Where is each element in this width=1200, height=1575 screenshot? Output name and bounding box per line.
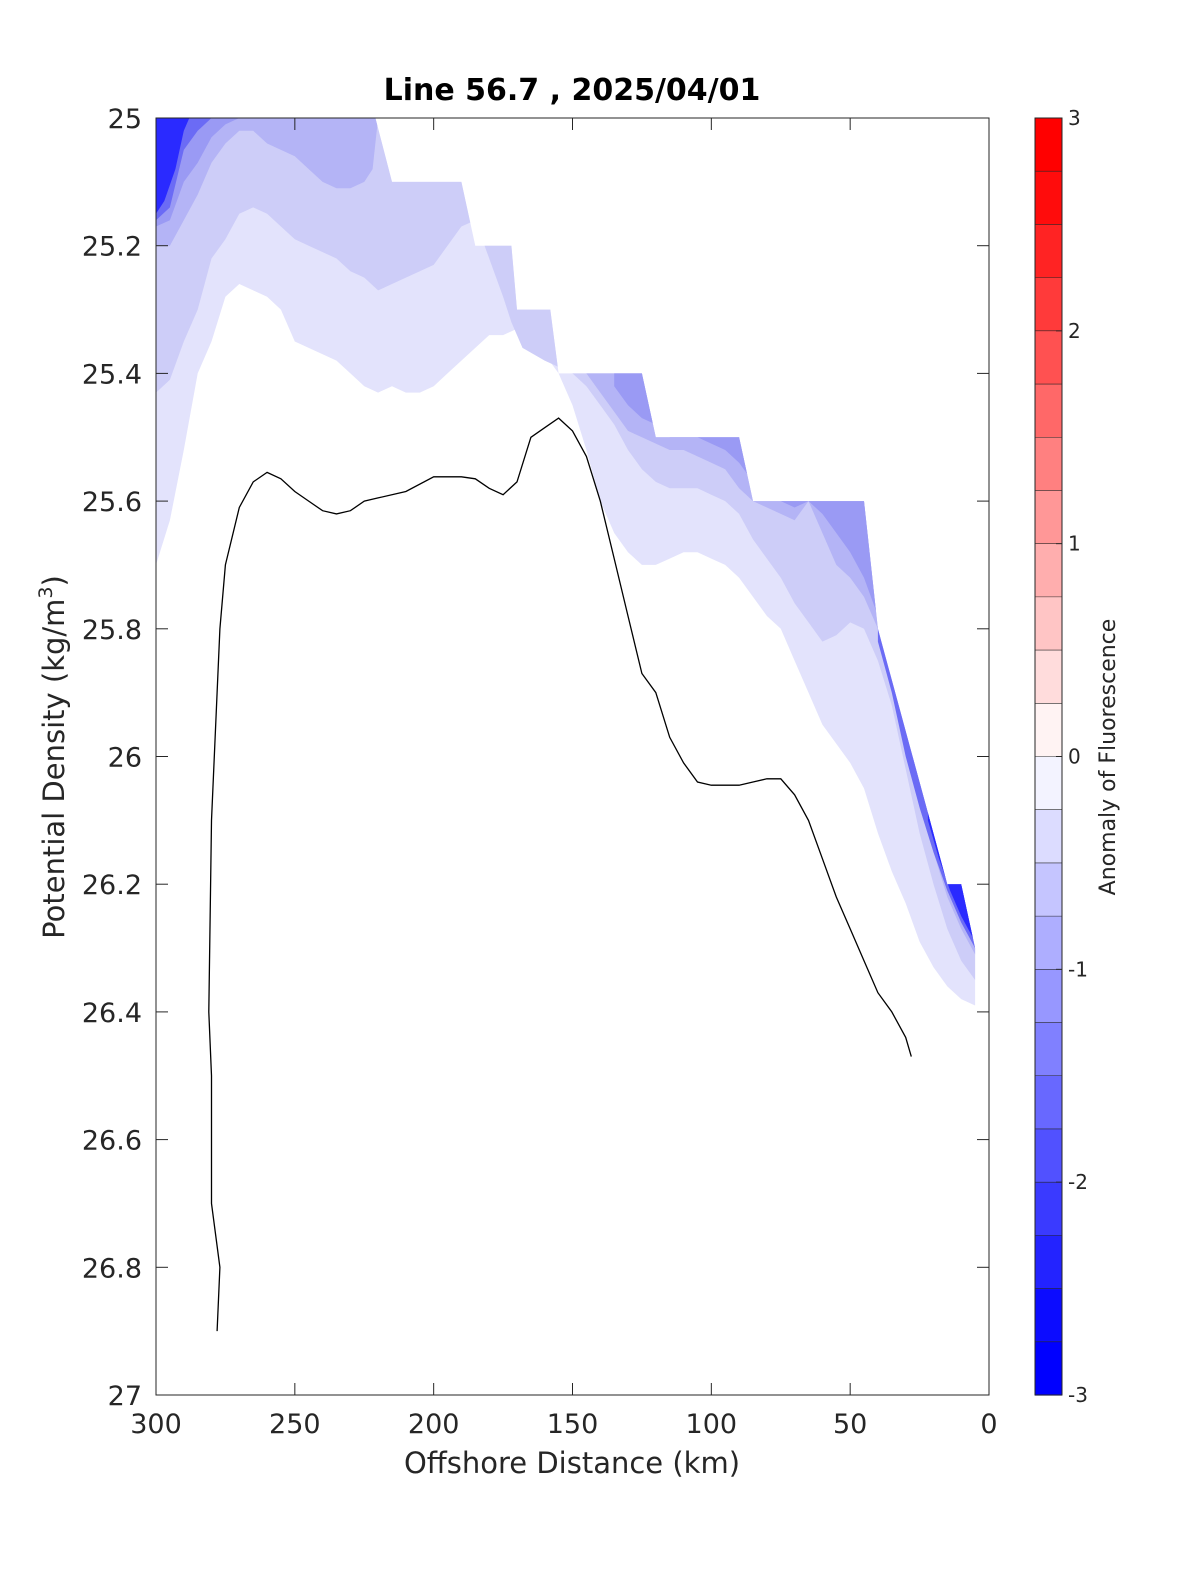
colorbar-segment bbox=[1035, 543, 1062, 598]
y-tick-label: 26.2 bbox=[82, 870, 142, 901]
colorbar-tick-label: 3 bbox=[1068, 106, 1081, 130]
colorbar-segment bbox=[1035, 756, 1062, 811]
axes: 300 250 200 150 100 50 0 25 25.2 25.4 25.6 25.8 26 26… bbox=[82, 104, 998, 1440]
colorbar-segment bbox=[1035, 862, 1062, 917]
colorbar-segment bbox=[1035, 916, 1062, 970]
y-tick-label: 25.6 bbox=[82, 487, 142, 518]
colorbar-segment bbox=[1035, 1182, 1062, 1236]
colorbar-tick-label: -1 bbox=[1068, 957, 1088, 981]
contour-band-2 bbox=[156, 118, 379, 246]
zero-contour-line bbox=[208, 417, 912, 1332]
colorbar-segment bbox=[1035, 224, 1062, 279]
x-tick-label: 150 bbox=[547, 1409, 599, 1440]
colorbar-segment bbox=[1035, 809, 1062, 864]
y-axis-label: Potential Density (kg/m3) bbox=[35, 575, 71, 939]
colorbar-segment bbox=[1035, 330, 1062, 385]
colorbar-tick-label: 1 bbox=[1068, 532, 1081, 556]
colorbar-segment bbox=[1035, 490, 1062, 545]
colorbar-segment bbox=[1035, 703, 1062, 758]
x-axis-label: Offshore Distance (km) bbox=[404, 1446, 740, 1480]
x-tick-label: 300 bbox=[130, 1409, 182, 1440]
y-tick-label: 27 bbox=[108, 1381, 142, 1412]
chart-title: Line 56.7 , 2025/04/01 bbox=[384, 73, 761, 108]
colorbar-segment bbox=[1035, 1022, 1062, 1077]
y-tick-label: 25.2 bbox=[82, 232, 142, 263]
y-tick-label: 25.4 bbox=[82, 359, 142, 390]
colorbar: 3 2 1 0 -1 -2 -3 bbox=[1034, 106, 1088, 1407]
y-tick-label: 25.8 bbox=[82, 615, 142, 646]
y-tick-label: 26.6 bbox=[82, 1126, 142, 1157]
colorbar-segment bbox=[1035, 596, 1062, 651]
contour-band-8 bbox=[156, 118, 190, 214]
y-tick-label: 26.4 bbox=[82, 998, 142, 1029]
x-tick-label: 100 bbox=[686, 1409, 738, 1440]
y-tick-label: 25 bbox=[108, 104, 142, 135]
colorbar-segment bbox=[1035, 650, 1062, 704]
colorbar-segment bbox=[1035, 277, 1062, 332]
colorbar-segment bbox=[1035, 171, 1062, 226]
colorbar-tick-label: 2 bbox=[1068, 319, 1081, 343]
colorbar-tick-label: -2 bbox=[1068, 1170, 1088, 1194]
colorbar-segment bbox=[1035, 1235, 1062, 1290]
colorbar-tick-label: -3 bbox=[1068, 1383, 1088, 1407]
y-tick-label: 26.8 bbox=[82, 1253, 142, 1284]
colorbar-segment bbox=[1035, 118, 1062, 172]
colorbar-segment bbox=[1035, 1075, 1062, 1130]
colorbar-tick-label: 0 bbox=[1068, 745, 1081, 769]
colorbar-label: Anomaly of Fluorescence bbox=[1096, 619, 1121, 896]
y-tick-label: 26 bbox=[108, 743, 142, 774]
x-tick-label: 200 bbox=[408, 1409, 460, 1440]
colorbar-segment bbox=[1035, 969, 1062, 1024]
colorbar-segment bbox=[1035, 437, 1062, 492]
colorbar-segment bbox=[1035, 1128, 1062, 1183]
colorbar-segment bbox=[1035, 1288, 1062, 1343]
x-tick-label: 0 bbox=[980, 1409, 997, 1440]
colorbar-segment bbox=[1035, 384, 1062, 438]
x-tick-label: 50 bbox=[833, 1409, 867, 1440]
colorbar-segment bbox=[1035, 1341, 1062, 1396]
x-tick-label: 250 bbox=[269, 1409, 321, 1440]
